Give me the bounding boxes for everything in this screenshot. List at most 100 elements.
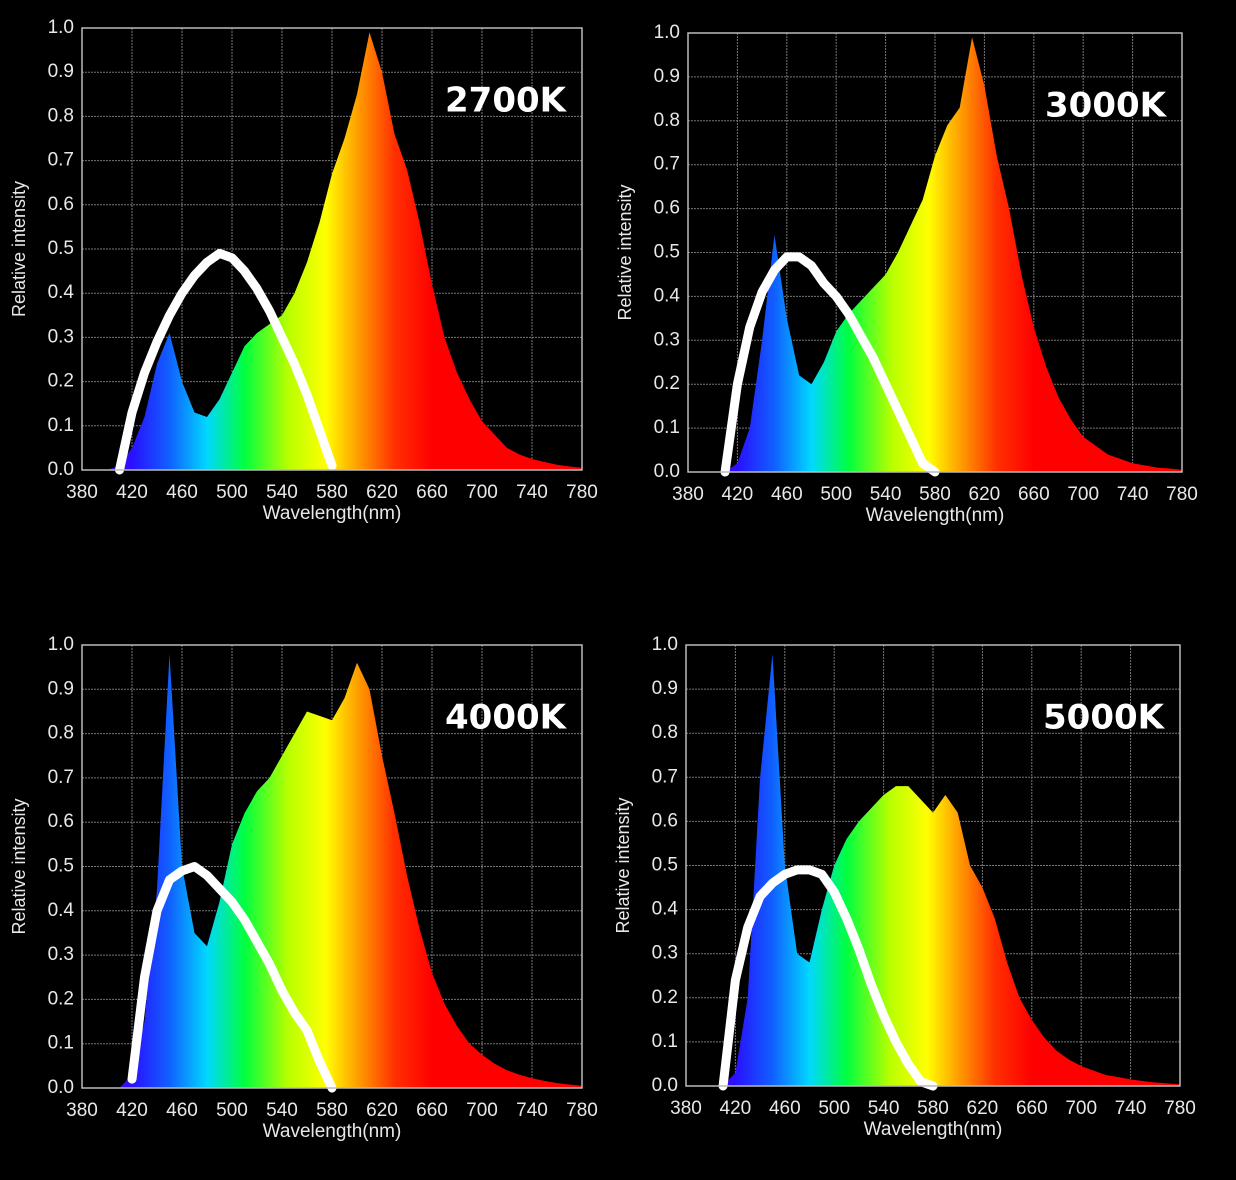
chart-panel: 0.0 0.1 0.2 0.3 0.4 0.5 0.6 0.7 0.8 0.9 1.0 380 420 4… — [9, 634, 598, 1142]
y-tick-label: 0.1 — [652, 1031, 678, 1052]
x-tick-label: 700 — [466, 482, 498, 503]
x-tick-label: 620 — [366, 482, 398, 503]
overlay-curve — [115, 248, 337, 475]
spectrum-area — [82, 653, 582, 1088]
y-tick-label: 0.8 — [654, 110, 680, 131]
overlay-curve — [127, 862, 337, 1093]
spectrum-area — [688, 37, 1182, 472]
spectrum-area — [82, 32, 582, 471]
x-tick-label: 740 — [1115, 1098, 1147, 1119]
y-tick-label: 0.1 — [48, 1033, 74, 1054]
y-tick-label: 0.9 — [48, 61, 74, 82]
x-tick-label: 460 — [771, 484, 803, 505]
y-tick-label: 0.7 — [48, 150, 74, 171]
y-tick-label: 0.6 — [652, 810, 678, 831]
x-tick-label: 540 — [266, 482, 298, 503]
x-tick-label: 620 — [366, 1100, 398, 1121]
chart-panel: 0.0 0.1 0.2 0.3 0.4 0.5 0.6 0.7 0.8 0.9 1.0 380 420 4… — [615, 22, 1198, 526]
y-tick-label: 0.0 — [48, 459, 74, 480]
x-tick-label: 460 — [769, 1098, 801, 1119]
x-tick-label: 700 — [1065, 1098, 1097, 1119]
x-tick-label: 700 — [1067, 484, 1099, 505]
x-tick-label: 420 — [720, 1098, 752, 1119]
x-tick-label: 780 — [566, 482, 598, 503]
y-tick-label: 0.5 — [654, 242, 680, 263]
x-axis-label: Wavelength(nm) — [864, 1119, 1003, 1140]
y-tick-label: 0.8 — [48, 105, 74, 126]
chart-panel: 0.0 0.1 0.2 0.3 0.4 0.5 0.6 0.7 0.8 0.9 1.0 380 420 4… — [613, 634, 1196, 1140]
x-tick-label: 500 — [820, 484, 852, 505]
y-tick-label: 0.9 — [652, 678, 678, 699]
y-tick-label: 0.7 — [654, 154, 680, 175]
x-tick-label: 380 — [670, 1098, 702, 1119]
y-tick-label: 0.2 — [48, 371, 74, 392]
chart-title: 2700K — [445, 81, 568, 121]
x-tick-label: 500 — [216, 1100, 248, 1121]
overlay-curve — [720, 252, 940, 477]
x-tick-label: 660 — [1018, 484, 1050, 505]
y-tick-label: 0.5 — [48, 856, 74, 877]
x-tick-label: 580 — [316, 1100, 348, 1121]
x-tick-label: 380 — [66, 482, 98, 503]
x-tick-label: 700 — [466, 1100, 498, 1121]
chart-title: 5000K — [1043, 698, 1166, 738]
x-tick-label: 780 — [1166, 484, 1198, 505]
x-tick-label: 500 — [216, 482, 248, 503]
y-tick-label: 1.0 — [652, 634, 678, 655]
y-tick-label: 0.5 — [48, 238, 74, 259]
x-tick-label: 580 — [919, 484, 951, 505]
y-axis-label: Relative intensity — [9, 798, 29, 934]
x-tick-label: 540 — [266, 1100, 298, 1121]
x-tick-label: 500 — [818, 1098, 850, 1119]
x-tick-label: 420 — [116, 482, 148, 503]
y-axis-label: Relative intensity — [615, 184, 635, 320]
y-tick-label: 0.4 — [48, 900, 75, 921]
x-axis-label: Wavelength(nm) — [263, 1121, 402, 1142]
y-axis-label: Relative intensity — [9, 181, 29, 317]
x-tick-label: 580 — [917, 1098, 949, 1119]
y-tick-label: 1.0 — [654, 22, 680, 43]
y-tick-label: 0.6 — [48, 194, 74, 215]
y-tick-label: 0.2 — [652, 987, 678, 1008]
x-tick-label: 660 — [1016, 1098, 1048, 1119]
y-tick-label: 0.0 — [48, 1077, 74, 1098]
plot-frame — [687, 32, 1183, 473]
x-axis-label: Wavelength(nm) — [866, 505, 1005, 526]
y-tick-label: 0.1 — [48, 415, 74, 436]
y-tick-label: 0.6 — [654, 198, 680, 219]
y-tick-label: 0.2 — [48, 988, 74, 1009]
x-axis-label: Wavelength(nm) — [263, 503, 402, 524]
y-tick-label: 0.9 — [654, 66, 680, 87]
spectrum-area — [686, 653, 1180, 1086]
y-tick-label: 0.3 — [652, 943, 678, 964]
x-tick-label: 460 — [166, 1100, 198, 1121]
chart-panel: 0.0 0.1 0.2 0.3 0.4 0.5 0.6 0.7 0.8 0.9 1.0 380 420 4… — [9, 17, 598, 524]
y-tick-label: 0.3 — [654, 329, 680, 350]
x-tick-label: 580 — [316, 482, 348, 503]
x-tick-label: 660 — [416, 1100, 448, 1121]
x-tick-label: 540 — [870, 484, 902, 505]
x-tick-label: 380 — [66, 1100, 98, 1121]
y-tick-label: 0.3 — [48, 326, 74, 347]
overlay-curve — [718, 865, 938, 1091]
x-tick-label: 740 — [516, 1100, 548, 1121]
x-tick-label: 540 — [868, 1098, 900, 1119]
x-tick-label: 420 — [116, 1100, 148, 1121]
chart-title: 3000K — [1045, 86, 1168, 126]
y-tick-label: 0.0 — [654, 461, 680, 482]
chart-title: 4000K — [445, 698, 568, 738]
x-tick-label: 740 — [516, 482, 548, 503]
y-tick-label: 0.4 — [654, 285, 681, 306]
plot-frame — [81, 644, 583, 1089]
y-tick-label: 0.7 — [48, 767, 74, 788]
y-tick-label: 1.0 — [48, 17, 74, 38]
y-tick-label: 0.9 — [48, 678, 74, 699]
x-tick-label: 620 — [967, 1098, 999, 1119]
y-tick-label: 1.0 — [48, 634, 74, 655]
y-tick-label: 0.8 — [652, 722, 678, 743]
x-tick-label: 620 — [969, 484, 1001, 505]
y-tick-label: 0.2 — [654, 373, 680, 394]
plot-frame — [685, 644, 1181, 1087]
y-tick-label: 0.7 — [652, 766, 678, 787]
